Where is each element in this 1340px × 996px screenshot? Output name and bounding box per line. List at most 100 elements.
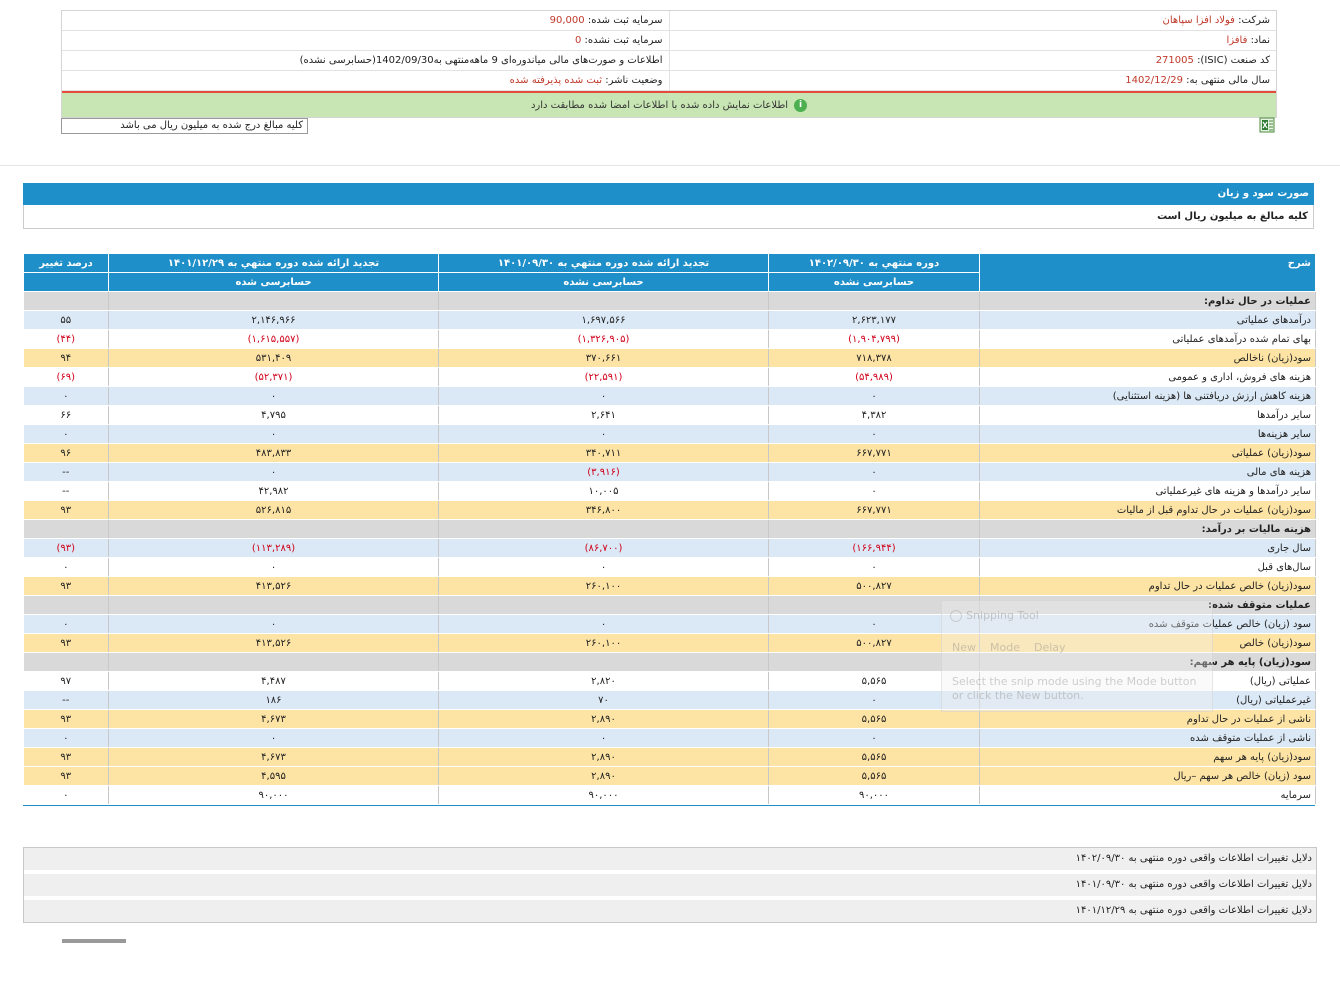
change-reasons-list: دلایل تغییرات اطلاعات واقعی دوره منتهی ب…: [23, 847, 1317, 923]
isic-value: 271005: [1155, 55, 1194, 66]
row-description: سود(زیان) پایه هر سهم: [979, 747, 1316, 767]
value-period-3: ۴۱۳,۵۲۶: [108, 633, 439, 653]
value-period-3: (۱۱۳,۲۸۹): [108, 538, 439, 558]
value-period-1: [768, 595, 980, 615]
excel-export-icon[interactable]: [1259, 117, 1275, 133]
snip-mode-button[interactable]: Mode: [990, 641, 1020, 654]
change-reason-item[interactable]: دلایل تغییرات اطلاعات واقعی دوره منتهی ب…: [24, 848, 1316, 874]
company-label: شرکت:: [1238, 15, 1270, 26]
value-period-2: (۸۶,۷۰۰): [438, 538, 769, 558]
value-period-3: ۴۸۳,۸۳۳: [108, 443, 439, 463]
info-row: سال مالی منتهی به: 1402/12/29 وضعیت ناشر…: [62, 71, 1276, 91]
value-change: ۹۶: [23, 443, 109, 463]
value-change: (۴۴): [23, 329, 109, 349]
column-subheader-change: [23, 272, 109, 292]
statement-subtitle: کلیه مبالغ به میلیون ریال است: [23, 205, 1314, 229]
value-change: [23, 519, 109, 539]
snipping-tool-title: Snipping Tool: [966, 609, 1039, 622]
column-subheader-period-2: حسابرسی نشده: [438, 272, 769, 292]
value-change: ۰: [23, 386, 109, 406]
value-period-1: ۵۰۰,۸۲۷: [768, 576, 980, 596]
section-separator: [0, 165, 1340, 166]
table-row: سود(زیان) ناخالص ۷۱۸,۳۷۸ ۳۷۰,۶۶۱ ۵۳۱,۴۰۹ ۹۴: [23, 348, 1316, 368]
value-period-3: ۴۱۳,۵۲۶: [108, 576, 439, 596]
snip-new-button[interactable]: New: [952, 641, 976, 654]
report-description: اطلاعات و صورت‌های مالی میاندوره‌ای 9 ما…: [299, 55, 663, 66]
value-period-1: ۹۰,۰۰۰: [768, 785, 980, 805]
section-header-row: عملیات متوقف شده:: [23, 595, 1316, 615]
value-period-2: ۷۰: [438, 690, 769, 710]
table-bottom-border: [23, 805, 1315, 806]
value-period-3: ۰: [108, 462, 439, 482]
table-header-row: شرح دوره منتهي به ۱۴۰۲/۰۹/۳۰ تجدید ارائه…: [23, 253, 1316, 292]
value-period-1: ۰: [768, 557, 980, 577]
value-period-2: ۲,۸۹۰: [438, 709, 769, 729]
value-change: ۹۴: [23, 348, 109, 368]
red-divider: [62, 91, 1276, 93]
change-reason-item[interactable]: دلایل تغییرات اطلاعات واقعی دوره منتهی ب…: [24, 874, 1316, 900]
registered-capital-cell: سرمایه ثبت شده: 90,000: [62, 11, 669, 30]
value-period-2: ۹۰,۰۰۰: [438, 785, 769, 805]
value-period-2: ۰: [438, 728, 769, 748]
value-period-3: ۴,۶۷۳: [108, 709, 439, 729]
value-period-3: (۱,۶۱۵,۵۵۷): [108, 329, 439, 349]
snipping-tool-toolbar: New Mode Delay: [952, 641, 1066, 654]
section-header-row: عملیات در حال تداوم:: [23, 291, 1316, 311]
section-header-row: سود(زیان) پایه هر سهم:: [23, 652, 1316, 672]
value-period-2: (۳,۹۱۶): [438, 462, 769, 482]
snip-delay-button[interactable]: Delay: [1033, 641, 1066, 654]
value-period-2: ۲۶۰,۱۰۰: [438, 633, 769, 653]
value-change: [23, 652, 109, 672]
value-change: ۰: [23, 557, 109, 577]
row-description: سود(زیان) ناخالص: [979, 348, 1316, 368]
info-row: کد صنعت (ISIC): 271005 اطلاعات و صورت‌ها…: [62, 51, 1276, 71]
value-period-3: ۰: [108, 614, 439, 634]
value-period-1: ۲,۶۲۳,۱۷۷: [768, 310, 980, 330]
fiscal-year-cell: سال مالی منتهی به: 1402/12/29: [668, 71, 1277, 90]
value-change: [23, 595, 109, 615]
value-period-1: [768, 519, 980, 539]
table-row: غیرعملیاتی (ریال) ۰ ۷۰ ۱۸۶ --: [23, 690, 1316, 710]
value-period-1: ۵,۵۶۵: [768, 747, 980, 767]
symbol-link[interactable]: فافزا: [1226, 35, 1248, 46]
income-statement-table: شرح دوره منتهي به ۱۴۰۲/۰۹/۳۰ تجدید ارائه…: [23, 253, 1316, 805]
symbol-cell: نماد: فافزا: [668, 31, 1277, 50]
value-change: ۶۶: [23, 405, 109, 425]
value-period-1: ۰: [768, 690, 980, 710]
value-period-2: ۳۴۶,۸۰۰: [438, 500, 769, 520]
value-period-3: [108, 595, 439, 615]
table-row: سایر درآمدها و هزینه های غیرعملیاتی ۰ ۱۰,۰…: [23, 481, 1316, 501]
row-description: سود(زیان) خالص: [979, 633, 1316, 653]
info-row: نماد: فافزا سرمایه ثبت نشده: 0: [62, 31, 1276, 51]
value-change: ۰: [23, 424, 109, 444]
registered-capital-value: 90,000: [549, 15, 585, 26]
value-period-1: ۰: [768, 614, 980, 634]
row-description: بهای تمام شده درآمدهای عملیاتی: [979, 329, 1316, 349]
symbol-label: نماد:: [1250, 35, 1270, 46]
row-description: غیرعملیاتی (ریال): [979, 690, 1316, 710]
table-row: سود(زیان) پایه هر سهم ۵,۵۶۵ ۲,۸۹۰ ۴,۶۷۳ ۹۳: [23, 747, 1316, 767]
table-row: هزینه کاهش ارزش دریافتنی ها (هزینه استثن…: [23, 386, 1316, 406]
value-period-2: [438, 291, 769, 311]
company-link[interactable]: فولاد افزا سپاهان: [1162, 15, 1235, 26]
row-description: سایر درآمدها: [979, 405, 1316, 425]
value-period-3: ۱۸۶: [108, 690, 439, 710]
statement-title: صورت سود و زیان: [23, 183, 1314, 205]
change-reason-item[interactable]: دلایل تغییرات اطلاعات واقعی دوره منتهی ب…: [24, 900, 1316, 922]
value-change: ۹۳: [23, 766, 109, 786]
row-description: عملیات در حال تداوم:: [979, 291, 1316, 311]
value-period-1: [768, 291, 980, 311]
value-period-1: (۱,۹۰۴,۷۹۹): [768, 329, 980, 349]
table-row: سال جاری (۱۶۶,۹۴۴) (۸۶,۷۰۰) (۱۱۳,۲۸۹) (۹۳): [23, 538, 1316, 558]
section-header-row: هزینه مالیات بر درآمد:: [23, 519, 1316, 539]
snipping-tool-window[interactable]: Snipping Tool New Mode Delay Select the …: [941, 600, 1213, 712]
column-header-period-3: تجدید ارائه شده دوره منتهي به ۱۴۰۱/۱۲/۲۹: [108, 253, 439, 273]
value-period-1: ۵,۵۶۵: [768, 709, 980, 729]
snipping-tool-description: Select the snip mode using the Mode butt…: [952, 675, 1197, 702]
value-period-2: ۰: [438, 614, 769, 634]
table-row: سود(زیان) خالص عملیات در حال تداوم ۵۰۰,۸۲…: [23, 576, 1316, 596]
value-period-3: ۰: [108, 557, 439, 577]
value-period-2: ۲۶۰,۱۰۰: [438, 576, 769, 596]
table-row: سرمایه ۹۰,۰۰۰ ۹۰,۰۰۰ ۹۰,۰۰۰ ۰: [23, 785, 1316, 805]
table-row: سایر هزینه‌ها ۰ ۰ ۰ ۰: [23, 424, 1316, 444]
